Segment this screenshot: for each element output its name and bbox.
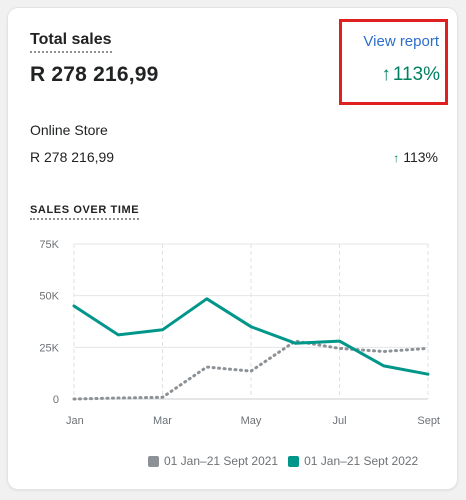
x-tick-label: Mar (153, 415, 172, 427)
x-tick-label: Jan (66, 415, 84, 427)
y-tick-label: 0 (53, 394, 59, 406)
x-tick-label: Jul (332, 415, 346, 427)
highlight-box (339, 19, 448, 105)
legend-label: 01 Jan–21 Sept 2021 (164, 454, 279, 468)
channel-change-indicator: ↑ 113% (393, 149, 438, 165)
legend-item[interactable]: 01 Jan–21 Sept 2022 (288, 454, 418, 468)
total-sales-card: Total sales R 278 216,99 View report ↑ 11… (8, 8, 457, 489)
legend-swatch (288, 455, 300, 467)
card-title: Total sales (30, 31, 112, 53)
legend-swatch (148, 455, 159, 467)
x-tick-label: May (241, 415, 262, 427)
y-tick-label: 75K (39, 239, 59, 251)
legend-label: 01 Jan–21 Sept 2022 (304, 454, 419, 468)
total-change-pct: 113% (392, 64, 440, 85)
arrow-up-icon: ↑ (381, 64, 391, 85)
sales-over-time-chart: 0 25K 50K 75K Jan Mar May Jul Sept (39, 239, 440, 427)
view-report-link[interactable]: View report (363, 33, 439, 50)
legend-item[interactable]: 01 Jan–21 Sept 2021 (148, 454, 278, 468)
y-tick-label: 50K (39, 291, 59, 303)
arrow-up-icon: ↑ (393, 151, 400, 165)
channel-change-pct: 113% (403, 149, 438, 165)
section-title: SALES OVER TIME (30, 204, 140, 220)
channel-label: Online Store (30, 122, 108, 138)
x-tick-label: Sept (417, 415, 440, 427)
total-sales-value: R 278 216,99 (30, 63, 159, 86)
previous-period-line (72, 339, 430, 401)
channel-value: R 278 216,99 (30, 149, 115, 165)
current-period-line (72, 297, 430, 376)
y-tick-label: 25K (39, 342, 59, 354)
total-change-indicator: ↑ 113% (381, 64, 440, 86)
chart-legend: 01 Jan–21 Sept 2021 01 Jan–21 Sept 2022 (148, 454, 418, 468)
